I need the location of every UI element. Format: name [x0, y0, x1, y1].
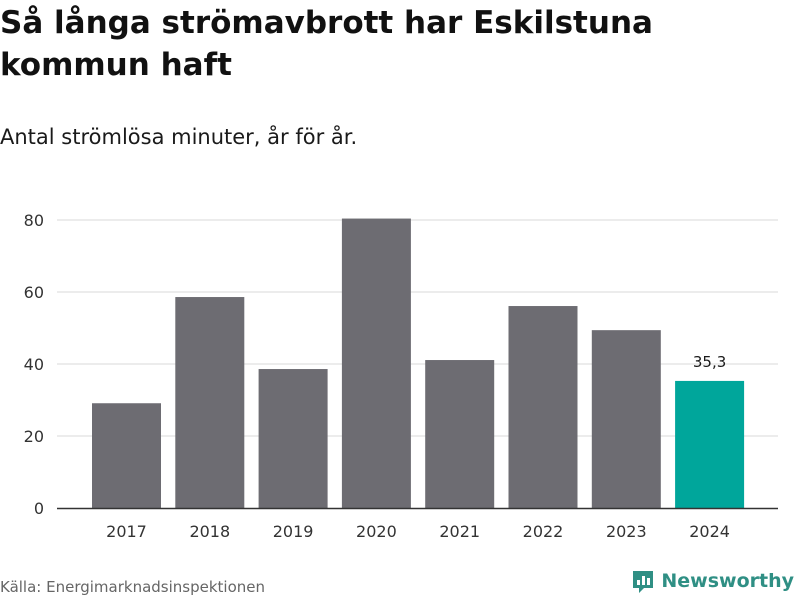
bar-2019	[258, 369, 328, 508]
x-tick-label: 2019	[273, 522, 314, 541]
bar-chart-logo-icon	[631, 568, 655, 594]
bar-2022	[508, 306, 578, 508]
source-note: Källa: Energimarknadsinspektionen	[0, 578, 266, 596]
bar-2020	[341, 218, 411, 508]
y-tick-label: 20	[24, 427, 44, 446]
y-tick-label: 60	[24, 283, 44, 302]
x-axis-ticks: 2017 2018 2019 2020 2021 2022 2023 2024	[106, 522, 730, 541]
x-tick-label: 2024	[689, 522, 730, 541]
x-tick-label: 2020	[356, 522, 397, 541]
grid-lines	[57, 219, 778, 437]
y-tick-label: 0	[34, 499, 44, 518]
data-labels: 35,3	[693, 353, 726, 371]
bar-2023	[591, 330, 661, 508]
bar-2021	[425, 360, 495, 508]
x-tick-label: 2017	[106, 522, 147, 541]
brand-logo: Newsworthy	[631, 568, 794, 594]
bar-2017	[92, 403, 161, 508]
bar-2024	[675, 380, 745, 508]
y-tick-label: 80	[24, 211, 44, 230]
y-tick-label: 40	[24, 355, 44, 374]
data-label: 35,3	[693, 353, 726, 371]
y-axis-ticks: 0 20 40 60 80	[24, 211, 44, 518]
x-tick-label: 2018	[189, 522, 230, 541]
chart-title: Så långa strömavbrott har Eskilstuna kom…	[0, 5, 653, 83]
x-tick-label: 2021	[439, 522, 480, 541]
brand-name: Newsworthy	[661, 570, 794, 592]
x-tick-label: 2023	[606, 522, 647, 541]
bar-2018	[175, 297, 245, 508]
chart-subtitle: Antal strömlösa minuter, år för år.	[0, 125, 358, 149]
x-tick-label: 2022	[523, 522, 564, 541]
bars	[92, 218, 745, 508]
